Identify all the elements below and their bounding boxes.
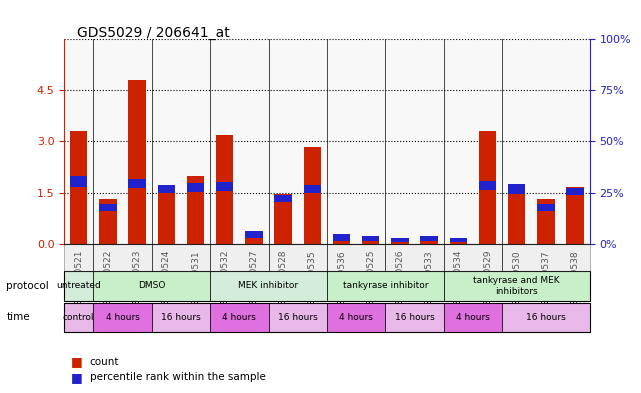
Bar <box>391 238 409 242</box>
Bar <box>158 186 175 244</box>
Text: ■: ■ <box>71 371 82 384</box>
Bar <box>479 131 496 244</box>
Bar <box>187 183 204 192</box>
Bar <box>245 231 263 237</box>
Text: untreated: untreated <box>56 281 101 290</box>
Text: tankyrase inhibitor: tankyrase inhibitor <box>342 281 428 290</box>
Bar <box>362 236 379 241</box>
Text: 4 hours: 4 hours <box>456 313 490 322</box>
Text: 16 hours: 16 hours <box>395 313 435 322</box>
Bar <box>567 187 584 244</box>
Bar <box>216 182 233 191</box>
Text: DMSO: DMSO <box>138 281 165 290</box>
Bar <box>391 239 409 244</box>
Bar <box>158 185 175 193</box>
Text: GDS5029 / 206641_at: GDS5029 / 206641_at <box>77 26 229 40</box>
Bar <box>420 237 438 244</box>
Text: 16 hours: 16 hours <box>278 313 317 322</box>
Text: time: time <box>6 312 30 322</box>
Bar <box>274 194 292 244</box>
Text: MEK inhibitor: MEK inhibitor <box>238 281 299 290</box>
Bar <box>216 135 233 244</box>
Bar <box>128 80 146 244</box>
Bar <box>333 235 350 241</box>
Bar <box>537 199 554 244</box>
Bar <box>70 131 87 244</box>
Text: protocol: protocol <box>6 281 49 291</box>
Bar <box>304 185 321 193</box>
Bar <box>479 181 496 190</box>
Bar <box>245 232 263 244</box>
Bar <box>449 239 467 244</box>
Bar <box>420 236 438 241</box>
Text: 4 hours: 4 hours <box>106 313 140 322</box>
Bar <box>508 184 526 194</box>
Text: 4 hours: 4 hours <box>339 313 373 322</box>
Bar <box>99 204 117 211</box>
Bar <box>274 195 292 202</box>
Bar <box>449 238 467 242</box>
Bar <box>70 176 87 187</box>
Bar <box>99 199 117 244</box>
Text: control: control <box>63 313 94 322</box>
Text: ■: ■ <box>71 355 82 368</box>
Text: 16 hours: 16 hours <box>526 313 566 322</box>
Text: 16 hours: 16 hours <box>161 313 201 322</box>
Bar <box>508 184 526 244</box>
Bar <box>567 188 584 195</box>
Bar <box>362 237 379 244</box>
Text: count: count <box>90 356 119 367</box>
Bar <box>537 204 554 211</box>
Text: 4 hours: 4 hours <box>222 313 256 322</box>
Text: tankyrase and MEK
inhibitors: tankyrase and MEK inhibitors <box>474 276 560 296</box>
Bar <box>333 235 350 244</box>
Bar <box>128 179 146 189</box>
Text: percentile rank within the sample: percentile rank within the sample <box>90 372 265 382</box>
Bar <box>187 176 204 244</box>
Bar <box>304 147 321 244</box>
